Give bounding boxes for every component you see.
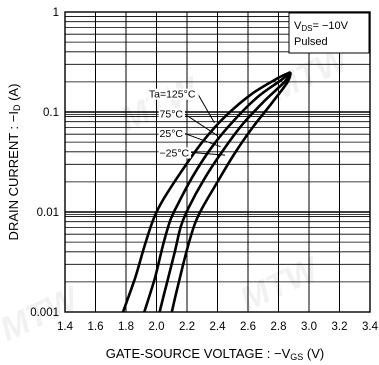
series-label: Ta=125°C (149, 89, 196, 101)
series-label: 75°C (160, 109, 184, 121)
series-label-leader (183, 132, 221, 148)
y-tick-labels: 0.001 0.01 0.1 1 (30, 7, 59, 319)
plot-frame (64, 11, 371, 313)
conditions-box-border (288, 12, 370, 54)
x-tick-label: 2.6 (240, 321, 256, 333)
x-tick-label: 2.0 (149, 321, 165, 333)
series-label: −25°C (160, 147, 190, 159)
series-line (143, 71, 292, 313)
x-tick-label: 2.8 (271, 321, 287, 333)
y-axis-title: DRAIN CURRENT : −ID (A) (6, 84, 22, 241)
x-tick-label: 1.4 (57, 321, 74, 333)
series-label: 25°C (160, 128, 184, 140)
x-tick-label: 3.2 (332, 321, 348, 333)
x-tick-label: 3.0 (301, 321, 317, 333)
series-label-background (158, 108, 185, 120)
y-tick-label: 0.1 (43, 107, 59, 119)
x-tick-label: 3.4 (362, 321, 379, 333)
series-label-leader (197, 93, 215, 124)
series-label-background (158, 128, 185, 140)
series-labels: Ta=125°C 75°C 25°C −25°C (147, 88, 199, 159)
curves (121, 71, 292, 313)
series-label-background (158, 147, 192, 159)
conditions-box: VDS= −10V Pulsed (288, 12, 370, 54)
series-line (121, 71, 292, 313)
series-label-leader (190, 151, 226, 156)
y-tick-label: 0.01 (37, 207, 59, 219)
x-tick-label: 2.2 (179, 321, 195, 333)
conditions-vds: VDS= −10V (294, 20, 349, 33)
series-label-leader (183, 113, 218, 137)
series-line (158, 71, 292, 313)
series-line (170, 71, 292, 313)
x-tick-label: 1.6 (88, 321, 104, 333)
x-tick-label: 2.4 (210, 321, 227, 333)
x-tick-label: 1.8 (118, 321, 134, 333)
y-tick-label: 0.001 (30, 307, 59, 319)
x-tick-labels: 1.4 1.6 1.8 2.0 2.2 2.4 2.6 2.8 3.0 3.2 3.4 (57, 321, 379, 333)
conditions-pulsed: Pulsed (294, 36, 328, 48)
label-leaders (183, 93, 226, 156)
y-tick-label: 1 (53, 7, 59, 19)
x-axis-title: GATE-SOURCE VOLTAGE : −VGS (V) (106, 346, 325, 362)
watermark-layer: MTW MTW MTW MTW (0, 39, 357, 349)
series-label-background (147, 88, 199, 100)
